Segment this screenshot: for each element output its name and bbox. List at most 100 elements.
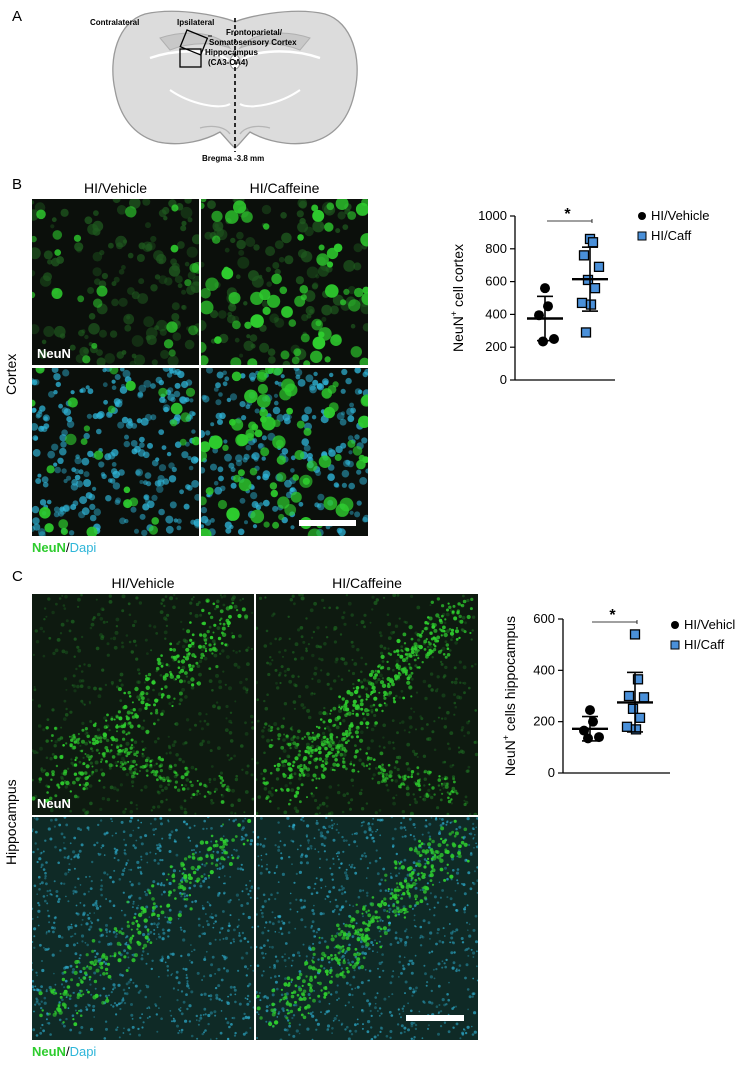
- cell-texture: [150, 649, 153, 652]
- cell-texture: [366, 999, 370, 1003]
- cell-texture: [101, 473, 107, 480]
- cell-texture: [213, 387, 219, 392]
- cell-texture: [246, 940, 250, 943]
- cell-texture: [376, 818, 380, 822]
- cell-texture: [464, 908, 466, 911]
- cell-texture: [370, 1014, 373, 1017]
- cell-texture: [93, 949, 96, 952]
- cell-texture: [469, 607, 473, 611]
- cell-texture: [408, 663, 411, 666]
- cell-texture: [281, 448, 289, 455]
- cell-texture: [237, 256, 250, 269]
- cell-texture: [447, 602, 450, 605]
- cell-texture: [329, 900, 332, 903]
- cell-texture: [373, 696, 378, 701]
- cell-texture: [277, 881, 280, 883]
- cell-texture: [402, 967, 406, 971]
- cell-texture: [325, 763, 328, 765]
- cell-texture: [108, 242, 114, 249]
- cell-texture: [303, 756, 308, 761]
- legend-label: HI/Vehicle: [651, 208, 710, 223]
- cell-texture: [425, 794, 430, 798]
- cell-texture: [210, 856, 214, 860]
- cell-texture: [364, 855, 368, 858]
- cell-texture: [317, 493, 325, 501]
- cell-texture: [304, 685, 309, 689]
- cell-texture: [181, 665, 186, 670]
- cell-texture: [447, 796, 450, 800]
- cell-texture: [271, 993, 275, 997]
- cell-texture: [72, 892, 75, 895]
- cell-texture: [451, 610, 455, 614]
- cell-texture: [394, 624, 399, 628]
- cell-texture: [301, 817, 305, 819]
- cell-texture: [232, 649, 235, 652]
- cell-texture: [241, 415, 247, 421]
- cell-texture: [53, 926, 56, 930]
- cell-texture: [284, 674, 287, 677]
- cell-texture: [403, 1026, 407, 1030]
- cell-texture: [311, 1014, 315, 1018]
- cell-texture: [319, 645, 323, 649]
- cell-texture: [135, 754, 139, 758]
- cell-texture: [416, 779, 421, 783]
- cell-texture: [198, 601, 201, 604]
- cell-texture: [88, 975, 92, 979]
- cell-texture: [99, 959, 102, 962]
- cell-texture: [196, 879, 199, 883]
- cell-texture: [290, 788, 295, 792]
- cell-texture: [208, 625, 212, 629]
- cell-texture: [413, 658, 417, 662]
- cell-texture: [312, 929, 316, 933]
- cell-texture: [368, 1002, 372, 1006]
- cell-texture: [395, 760, 399, 764]
- cell-texture: [69, 1028, 73, 1032]
- cell-texture: [355, 686, 360, 690]
- cell-texture: [126, 951, 129, 955]
- cell-texture: [320, 742, 325, 747]
- y-tick-label: 0: [500, 372, 507, 387]
- cell-texture: [412, 793, 415, 796]
- cell-texture: [162, 368, 171, 372]
- cell-texture: [291, 594, 295, 598]
- cell-texture: [239, 680, 243, 685]
- cell-texture: [453, 616, 457, 621]
- cell-texture: [158, 775, 162, 779]
- cell-texture: [405, 652, 408, 656]
- cell-texture: [326, 895, 330, 898]
- cell-texture: [77, 877, 80, 880]
- cell-texture: [319, 831, 323, 835]
- cell-texture: [402, 658, 406, 663]
- cell-texture: [288, 781, 292, 785]
- caption-dapi: Dapi: [69, 540, 97, 555]
- cell-texture: [473, 1011, 477, 1015]
- cell-texture: [116, 745, 120, 749]
- cell-texture: [417, 644, 421, 648]
- cell-texture: [317, 726, 321, 729]
- cell-texture: [181, 760, 185, 764]
- cell-texture: [183, 807, 187, 811]
- cell-texture: [229, 941, 233, 945]
- cell-texture: [68, 735, 71, 738]
- cell-texture: [353, 840, 357, 844]
- cell-texture: [143, 494, 150, 501]
- cell-texture: [127, 980, 131, 984]
- cell-texture: [175, 976, 179, 980]
- cell-texture: [109, 955, 112, 958]
- cell-texture: [301, 414, 309, 422]
- cell-texture: [247, 915, 251, 920]
- cell-texture: [135, 657, 139, 661]
- cell-texture: [388, 921, 391, 925]
- cell-texture: [32, 423, 39, 431]
- cell-texture: [381, 953, 384, 956]
- cell-texture: [135, 919, 139, 923]
- cell-texture: [359, 699, 363, 703]
- cell-texture: [91, 618, 95, 621]
- cell-texture: [144, 995, 148, 999]
- cell-texture: [364, 708, 369, 713]
- cell-texture: [381, 683, 387, 688]
- cell-texture: [77, 732, 80, 736]
- cell-texture: [274, 400, 279, 406]
- cell-texture: [259, 289, 271, 301]
- cell-texture: [292, 1014, 296, 1017]
